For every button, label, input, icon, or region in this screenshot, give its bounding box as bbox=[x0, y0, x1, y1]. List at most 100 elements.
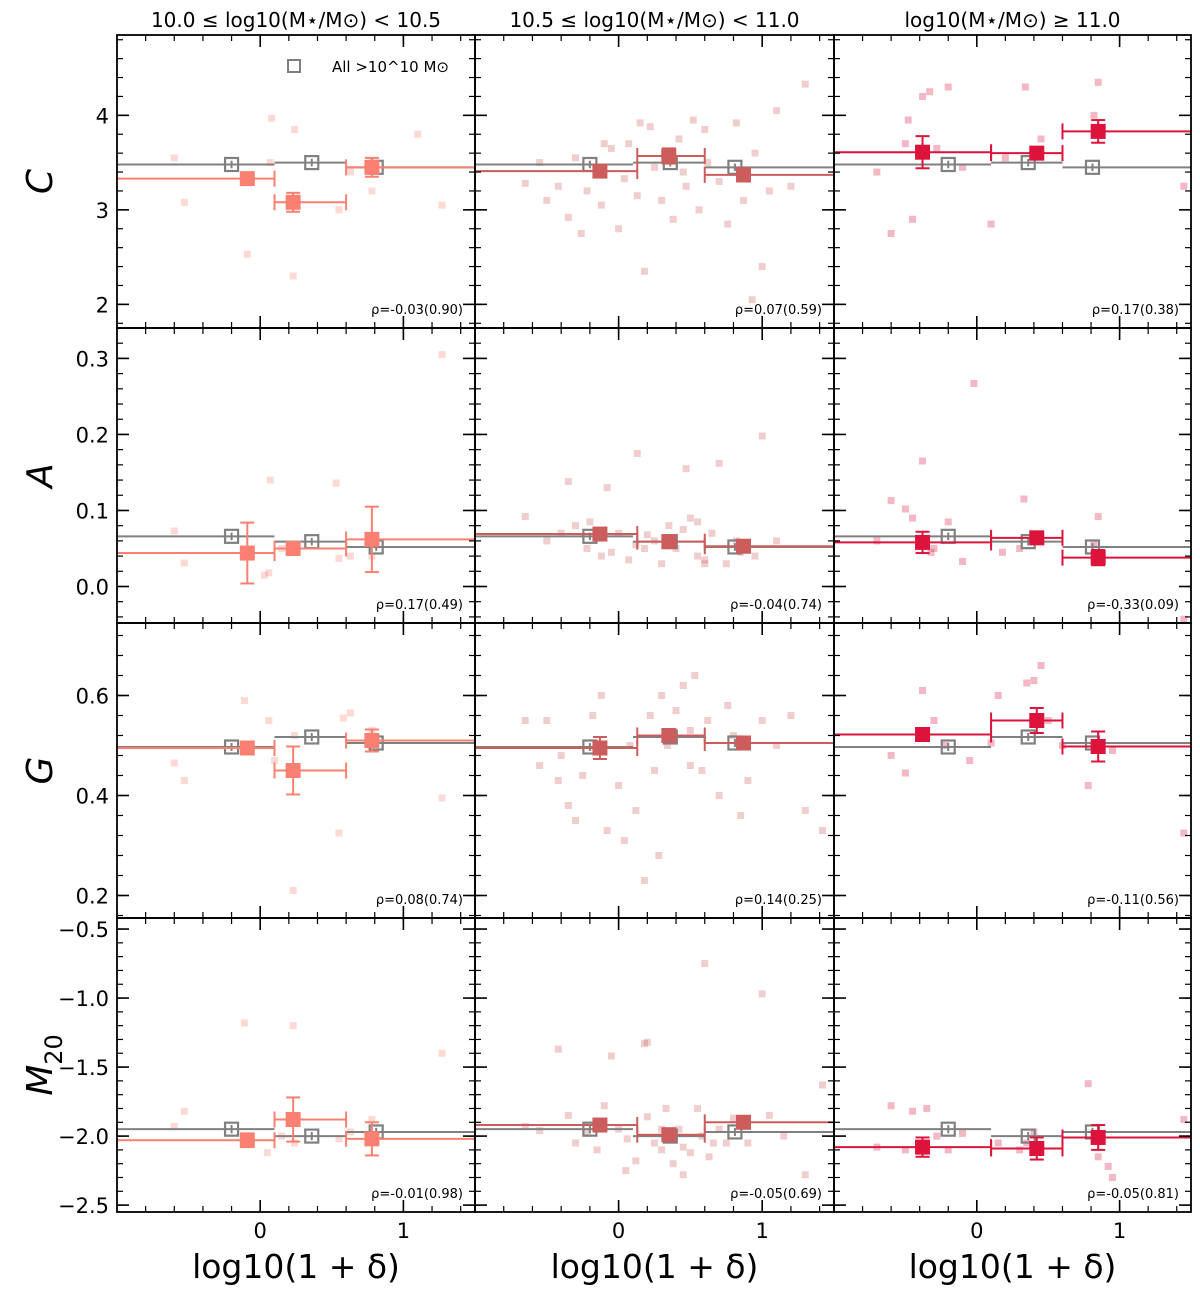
scatter-point bbox=[291, 126, 299, 134]
scatter-point bbox=[572, 817, 580, 824]
scatter-point bbox=[626, 742, 634, 749]
bin-marker bbox=[364, 159, 380, 175]
y-tick-label: 0.0 bbox=[76, 576, 109, 600]
bin-marker bbox=[285, 763, 301, 778]
scatter-point bbox=[521, 717, 529, 724]
scatter-point bbox=[744, 777, 752, 784]
scatter-point bbox=[564, 802, 572, 809]
bin-marker bbox=[239, 171, 255, 187]
rho-annotation: ρ=0.17(0.49) bbox=[376, 598, 463, 613]
scatter-point bbox=[655, 852, 663, 859]
y-tick-label: 2 bbox=[96, 293, 109, 317]
scatter-point bbox=[291, 1139, 299, 1147]
scatter-point bbox=[904, 116, 912, 124]
scatter-point bbox=[554, 777, 562, 784]
scatter-point bbox=[1090, 541, 1098, 549]
scatter-point bbox=[536, 762, 544, 769]
scatter-point bbox=[438, 351, 446, 359]
scatter-point bbox=[640, 877, 648, 884]
scatter-point bbox=[335, 206, 343, 214]
scatter-point bbox=[543, 537, 551, 545]
scatter-point bbox=[600, 140, 608, 148]
scatter-point bbox=[701, 556, 709, 564]
bin-marker bbox=[1029, 713, 1045, 728]
scatter-point bbox=[170, 1122, 178, 1130]
scatter-point bbox=[438, 201, 446, 209]
scatter-point bbox=[564, 213, 572, 221]
scatter-point bbox=[180, 777, 188, 784]
scatter-point bbox=[615, 225, 623, 233]
scatter-point bbox=[887, 1102, 895, 1110]
scatter-point bbox=[180, 559, 188, 567]
rho-annotation: ρ=0.08(0.74) bbox=[376, 893, 463, 908]
panel-r2-c1: ρ=0.14(0.25) bbox=[474, 622, 835, 919]
scatter-point bbox=[923, 1104, 931, 1112]
scatter-point bbox=[658, 692, 666, 699]
scatter-point bbox=[633, 192, 641, 200]
x-axis-label: log10(1 + δ) bbox=[551, 1247, 759, 1286]
scatter-point bbox=[589, 712, 597, 719]
scatter-point bbox=[773, 107, 781, 115]
bin-marker bbox=[1029, 530, 1045, 546]
scatter-point bbox=[662, 1104, 670, 1112]
scatter-point bbox=[758, 263, 766, 271]
scatter-point bbox=[368, 1116, 376, 1124]
y-tick-label: 0.2 bbox=[76, 885, 109, 909]
scatter-point bbox=[672, 707, 680, 714]
scatter-point bbox=[732, 119, 740, 127]
scatter-point bbox=[970, 380, 978, 388]
scatter-point bbox=[987, 220, 995, 228]
scatter-point bbox=[724, 220, 732, 228]
panel-r1-c0: ρ=0.17(0.49) bbox=[116, 327, 476, 624]
panel-frame bbox=[833, 34, 1192, 329]
scatter-point bbox=[583, 1129, 591, 1137]
scatter-point bbox=[909, 215, 917, 223]
scatter-point bbox=[640, 1040, 648, 1048]
x-tick-label: 0 bbox=[254, 1219, 267, 1243]
scatter-point bbox=[521, 1122, 529, 1130]
scatter-point bbox=[751, 552, 759, 560]
bin-marker bbox=[661, 728, 677, 743]
bin-marker bbox=[239, 545, 255, 561]
scatter-point bbox=[679, 168, 687, 176]
scatter-point bbox=[543, 717, 551, 724]
all-bin-marker bbox=[940, 156, 956, 173]
scatter-point bbox=[715, 178, 723, 185]
panel-r3-c0: ρ=-0.01(0.98) bbox=[116, 917, 476, 1213]
panel-plot-area bbox=[834, 1080, 1191, 1181]
scatter-point bbox=[643, 1113, 651, 1121]
scatter-point bbox=[597, 692, 605, 699]
scatter-point bbox=[583, 544, 591, 552]
scatter-point bbox=[332, 479, 340, 487]
scatter-point bbox=[819, 827, 827, 834]
scatter-point bbox=[632, 807, 640, 814]
scatter-point bbox=[583, 187, 591, 195]
panel-r3-c2: ρ=-0.05(0.81) bbox=[833, 917, 1192, 1213]
scatter-point bbox=[909, 1107, 917, 1115]
scatter-point bbox=[646, 123, 654, 131]
panel-plot-area bbox=[117, 114, 475, 280]
rho-annotation: ρ=0.07(0.59) bbox=[735, 303, 822, 318]
panel-r1-c1: ρ=-0.04(0.74) bbox=[474, 327, 835, 624]
scatter-point bbox=[268, 114, 276, 122]
all-bin-marker bbox=[1020, 1128, 1036, 1144]
panel-frame bbox=[474, 917, 835, 1213]
scatter-point bbox=[959, 163, 967, 171]
scatter-point bbox=[959, 1129, 967, 1137]
scatter-point bbox=[572, 522, 580, 530]
scatter-point bbox=[577, 229, 585, 237]
scatter-point bbox=[651, 1139, 658, 1147]
y-tick-label: 3 bbox=[96, 199, 109, 223]
bin-marker bbox=[1090, 1129, 1106, 1145]
scatter-point bbox=[679, 525, 687, 533]
scatter-point bbox=[724, 702, 732, 709]
bin-marker bbox=[736, 538, 752, 554]
scatter-point bbox=[180, 198, 188, 206]
scatter-point bbox=[335, 1135, 343, 1143]
scatter-point bbox=[758, 717, 766, 724]
x-tick-label: 0 bbox=[612, 1219, 625, 1243]
scatter-point bbox=[901, 769, 909, 777]
scatter-point bbox=[658, 1146, 666, 1154]
scatter-point bbox=[1016, 544, 1024, 552]
